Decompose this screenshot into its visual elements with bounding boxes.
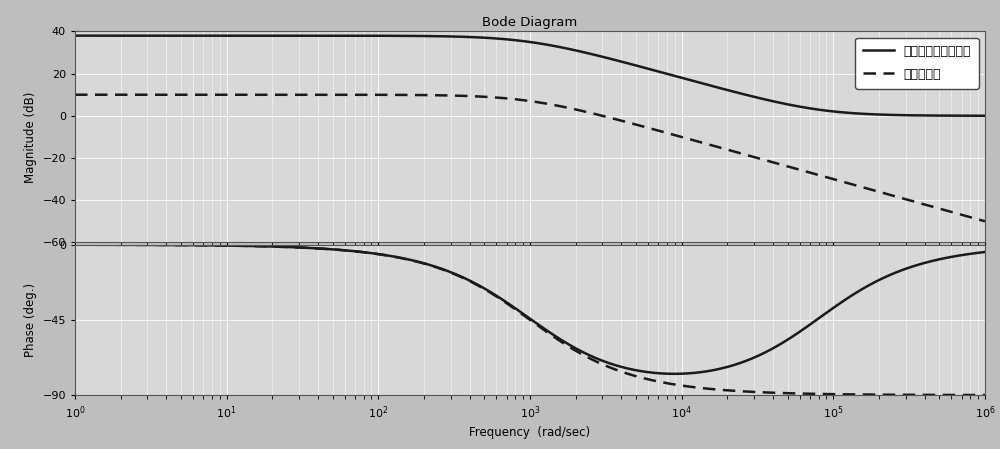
滤波器信号 bbox=[227, 92, 239, 97]
观测器增益输出信号 bbox=[173, 33, 185, 38]
滤波器信号 bbox=[69, 92, 81, 97]
Title: Bode Diagram: Bode Diagram bbox=[482, 16, 578, 29]
X-axis label: Frequency  (rad/sec): Frequency (rad/sec) bbox=[469, 426, 591, 439]
观测器增益输出信号 bbox=[418, 33, 430, 39]
滤波器信号 bbox=[418, 92, 430, 98]
观测器增益输出信号 bbox=[457, 34, 469, 40]
观测器增益输出信号 bbox=[69, 33, 81, 38]
滤波器信号 bbox=[457, 93, 469, 98]
滤波器信号 bbox=[979, 219, 991, 224]
观测器增益输出信号 bbox=[227, 33, 239, 38]
观测器增益输出信号 bbox=[979, 113, 991, 119]
Y-axis label: Magnitude (dB): Magnitude (dB) bbox=[24, 91, 37, 183]
滤波器信号 bbox=[173, 92, 185, 97]
观测器增益输出信号 bbox=[863, 111, 875, 117]
滤波器信号 bbox=[961, 214, 973, 219]
Legend: 观测器增益输出信号, 滤波器信号: 观测器增益输出信号, 滤波器信号 bbox=[855, 38, 979, 89]
观测器增益输出信号 bbox=[961, 113, 973, 119]
Line: 观测器增益输出信号: 观测器增益输出信号 bbox=[75, 35, 985, 116]
Y-axis label: Phase (deg.): Phase (deg.) bbox=[24, 283, 37, 357]
滤波器信号 bbox=[863, 186, 875, 192]
Line: 滤波器信号: 滤波器信号 bbox=[75, 95, 985, 221]
